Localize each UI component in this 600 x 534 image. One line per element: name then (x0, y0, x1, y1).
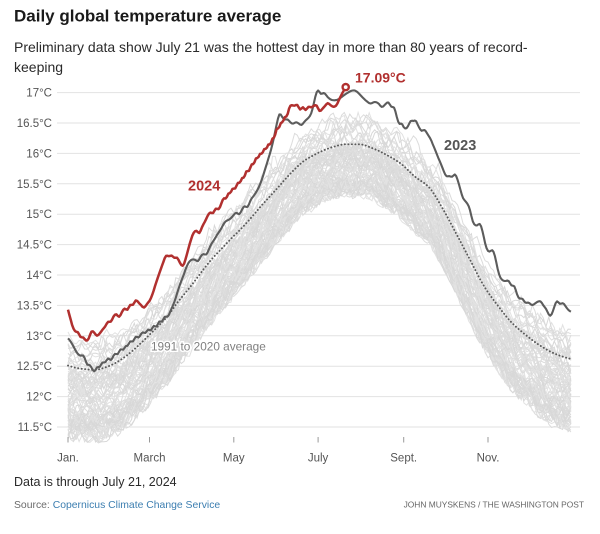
svg-text:Source: Copernicus Climate Cha: Source: Copernicus Climate Change Servic… (14, 500, 220, 511)
svg-text:16.5°C: 16.5°C (17, 118, 52, 130)
svg-text:14°C: 14°C (26, 270, 52, 282)
svg-text:17.09°C: 17.09°C (355, 70, 406, 86)
svg-text:July: July (308, 453, 329, 465)
svg-text:Nov.: Nov. (477, 453, 500, 465)
svg-text:17°C: 17°C (26, 88, 52, 100)
svg-text:Daily global temperature avera: Daily global temperature average (14, 7, 281, 26)
svg-text:JOHN MUYSKENS / THE WASHINGTON: JOHN MUYSKENS / THE WASHINGTON POST (404, 500, 584, 510)
svg-text:March: March (134, 453, 166, 465)
svg-text:11.5°C: 11.5°C (18, 422, 52, 434)
svg-text:13.5°C: 13.5°C (17, 300, 52, 312)
svg-text:keeping: keeping (14, 59, 63, 75)
svg-text:Sept.: Sept. (390, 453, 417, 465)
svg-text:2024: 2024 (188, 179, 220, 195)
svg-text:13°C: 13°C (26, 331, 52, 343)
svg-text:14.5°C: 14.5°C (17, 240, 52, 252)
svg-text:Jan.: Jan. (57, 453, 79, 465)
svg-text:2023: 2023 (444, 138, 476, 154)
svg-text:Data is through July 21, 2024: Data is through July 21, 2024 (14, 475, 177, 489)
svg-text:1991 to 2020 average: 1991 to 2020 average (151, 340, 266, 354)
svg-text:16°C: 16°C (26, 148, 52, 160)
svg-text:12°C: 12°C (26, 392, 52, 404)
svg-text:15.5°C: 15.5°C (17, 179, 52, 191)
svg-text:12.5°C: 12.5°C (17, 361, 52, 373)
svg-text:15°C: 15°C (26, 209, 52, 221)
svg-text:May: May (223, 453, 245, 465)
svg-text:Preliminary data show July 21: Preliminary data show July 21 was the ho… (14, 39, 528, 55)
